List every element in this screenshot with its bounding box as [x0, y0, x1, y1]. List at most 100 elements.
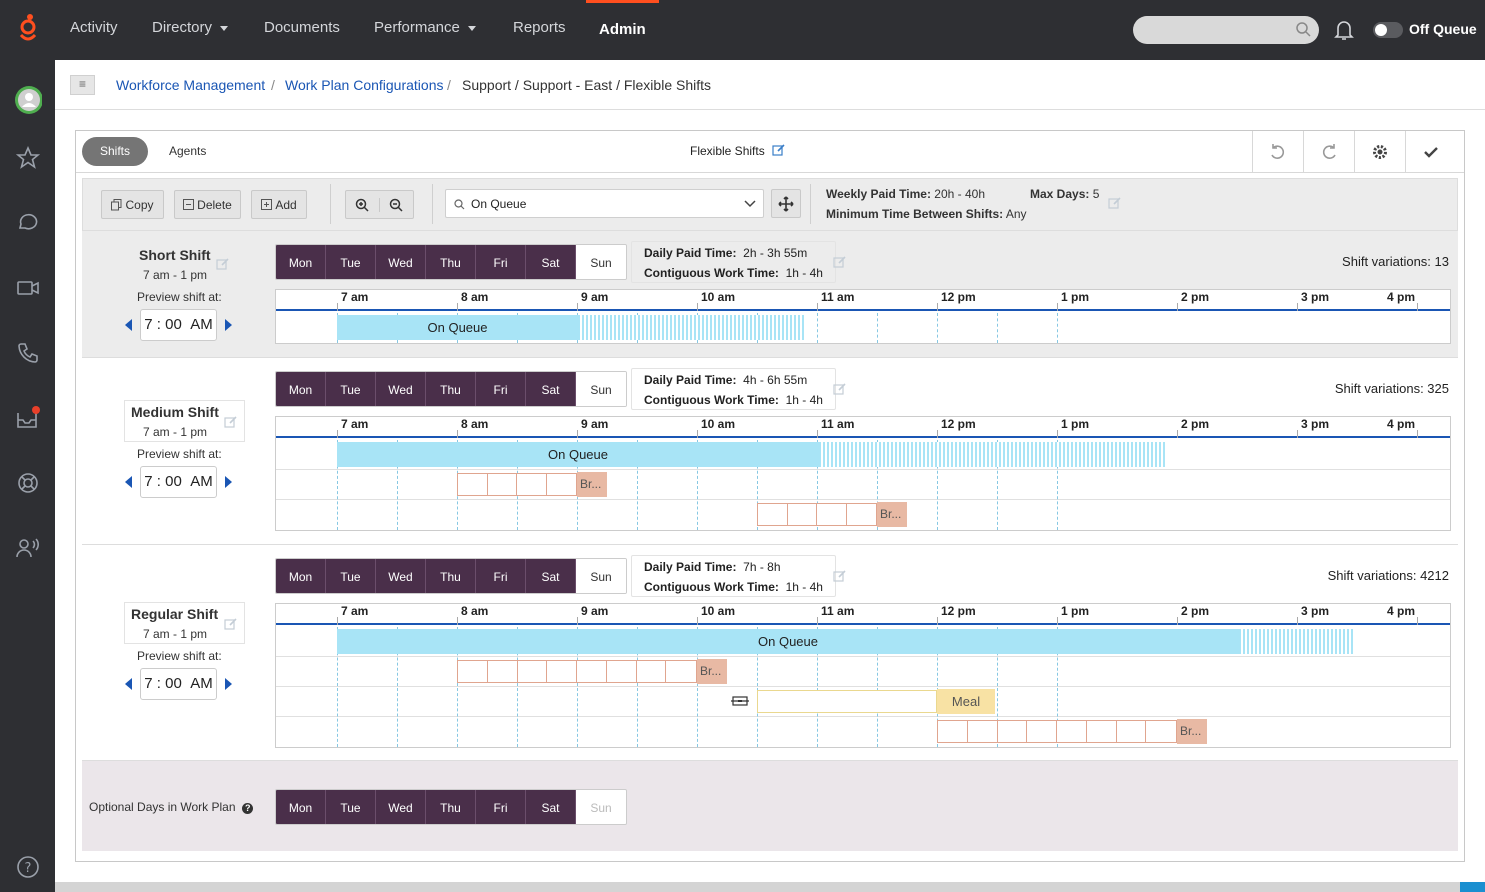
save-button[interactable] — [1405, 131, 1456, 172]
day-toggle-wed[interactable]: Wed — [376, 245, 426, 279]
meal-block[interactable]: Meal — [937, 689, 995, 714]
day-toggle-fri[interactable]: Fri — [476, 245, 526, 279]
day-toggle-wed[interactable]: Wed — [376, 790, 426, 824]
preview-prev-icon[interactable] — [125, 678, 132, 690]
delete-button[interactable]: Delete — [174, 190, 241, 219]
day-toggle-tue[interactable]: Tue — [326, 245, 376, 279]
day-toggle-fri[interactable]: Fri — [476, 559, 526, 593]
day-toggle-tue[interactable]: Tue — [326, 559, 376, 593]
preview-time-input[interactable]: 7 : 00 AM — [140, 466, 217, 498]
nav-admin[interactable]: Admin — [586, 0, 659, 60]
day-toggle-mon[interactable]: Mon — [276, 559, 326, 593]
tab-agents[interactable]: Agents — [169, 144, 207, 158]
breadcrumb-work-plan-configurations[interactable]: Work Plan Configurations — [285, 77, 444, 93]
grid-line — [397, 627, 398, 747]
edit-shift-icon[interactable] — [224, 415, 238, 432]
day-toggle-thu[interactable]: Thu — [426, 245, 476, 279]
copy-button[interactable]: Copy — [101, 190, 164, 219]
video-icon[interactable] — [14, 274, 42, 302]
queue-toggle[interactable] — [1373, 22, 1403, 38]
redo-button[interactable] — [1303, 131, 1354, 172]
preview-prev-icon[interactable] — [125, 319, 132, 331]
break-block[interactable]: Br... — [697, 659, 727, 684]
preview-next-icon[interactable] — [225, 678, 232, 690]
break-block[interactable]: Br... — [577, 472, 607, 497]
break-slot — [758, 504, 847, 525]
star-icon[interactable] — [14, 144, 42, 172]
nav-reports[interactable]: Reports — [513, 0, 566, 60]
day-toggle-mon[interactable]: Mon — [276, 245, 326, 279]
day-toggle-fri[interactable]: Fri — [476, 790, 526, 824]
break-block[interactable]: Br... — [1177, 719, 1207, 744]
edit-shift-icon[interactable] — [216, 257, 230, 274]
search-icon[interactable] — [1295, 21, 1311, 40]
add-button[interactable]: Add — [251, 190, 307, 219]
day-toggle-sat[interactable]: Sat — [526, 559, 576, 593]
nav-activity[interactable]: Activity — [70, 0, 118, 60]
activity-select[interactable]: On Queue — [445, 189, 764, 218]
move-button[interactable] — [771, 189, 801, 218]
on-queue-block[interactable]: On Queue — [337, 442, 819, 467]
support-icon[interactable] — [14, 469, 42, 497]
day-toggle-tue[interactable]: Tue — [326, 790, 376, 824]
undo-button[interactable] — [1252, 131, 1303, 172]
on-queue-block[interactable]: On Queue — [337, 315, 578, 340]
preview-time-input[interactable]: 7 : 00 AM — [140, 309, 217, 341]
max-days-value: 5 — [1092, 187, 1100, 201]
day-toggle-mon[interactable]: Mon — [276, 790, 326, 824]
help-icon[interactable]: ? — [242, 803, 254, 814]
zoom-in-icon[interactable] — [346, 197, 380, 212]
avatar[interactable] — [14, 86, 42, 114]
hour-tick — [1057, 617, 1058, 625]
day-toggle-sat[interactable]: Sat — [526, 790, 576, 824]
people-icon[interactable] — [14, 534, 42, 562]
genesys-logo-icon[interactable] — [14, 14, 42, 42]
break-slot — [758, 504, 817, 525]
inbox-icon[interactable] — [14, 404, 42, 432]
edit-shift-icon[interactable] — [224, 617, 238, 634]
day-toggle-wed[interactable]: Wed — [376, 559, 426, 593]
break-block[interactable]: Br... — [877, 502, 907, 527]
on-queue-block[interactable]: On Queue — [337, 629, 1239, 654]
preview-prev-icon[interactable] — [125, 476, 132, 488]
day-toggle-wed[interactable]: Wed — [376, 372, 426, 406]
settings-button[interactable] — [1354, 131, 1405, 172]
scrollbar-track[interactable] — [55, 882, 1485, 892]
search-input[interactable] — [1133, 16, 1319, 44]
menu-toggle-icon[interactable]: ≡ — [70, 75, 95, 95]
day-toggle-tue[interactable]: Tue — [326, 372, 376, 406]
break-slot — [938, 721, 1057, 742]
preview-next-icon[interactable] — [225, 476, 232, 488]
day-toggle-thu[interactable]: Thu — [426, 372, 476, 406]
phone-icon[interactable] — [14, 339, 42, 367]
help-icon[interactable]: ? — [14, 853, 42, 881]
resize-handle-icon[interactable] — [731, 695, 749, 710]
tab-shifts[interactable]: Shifts — [82, 137, 148, 166]
day-toggle-fri[interactable]: Fri — [476, 372, 526, 406]
zoom-out-icon[interactable] — [380, 198, 414, 212]
day-toggle-sat[interactable]: Sat — [526, 372, 576, 406]
bell-icon[interactable] — [1334, 19, 1354, 44]
edit-shift-info-icon[interactable] — [833, 569, 847, 586]
day-toggle-thu[interactable]: Thu — [426, 559, 476, 593]
day-toggle-thu[interactable]: Thu — [426, 790, 476, 824]
preview-time-input[interactable]: 7 : 00 AM — [140, 668, 217, 700]
day-toggle-sun[interactable]: Sun — [576, 790, 626, 824]
breadcrumb-wfm[interactable]: Workforce Management — [116, 77, 266, 93]
edit-weekly-icon[interactable] — [1108, 196, 1122, 213]
day-toggle-sun[interactable]: Sun — [576, 245, 626, 279]
edit-shift-info-icon[interactable] — [833, 255, 847, 272]
nav-directory[interactable]: Directory — [152, 0, 229, 60]
chat-icon[interactable] — [14, 208, 42, 236]
day-toggle-mon[interactable]: Mon — [276, 372, 326, 406]
nav-performance[interactable]: Performance — [374, 0, 476, 60]
day-toggle-sun[interactable]: Sun — [576, 372, 626, 406]
day-toggle-sun[interactable]: Sun — [576, 559, 626, 593]
edit-title-icon[interactable] — [772, 143, 786, 160]
nav-documents[interactable]: Documents — [264, 0, 340, 60]
preview-next-icon[interactable] — [225, 319, 232, 331]
edit-shift-info-icon[interactable] — [833, 382, 847, 399]
scrollbar-thumb[interactable] — [1460, 882, 1485, 892]
day-toggle-sat[interactable]: Sat — [526, 245, 576, 279]
shift-name-box — [124, 400, 245, 442]
